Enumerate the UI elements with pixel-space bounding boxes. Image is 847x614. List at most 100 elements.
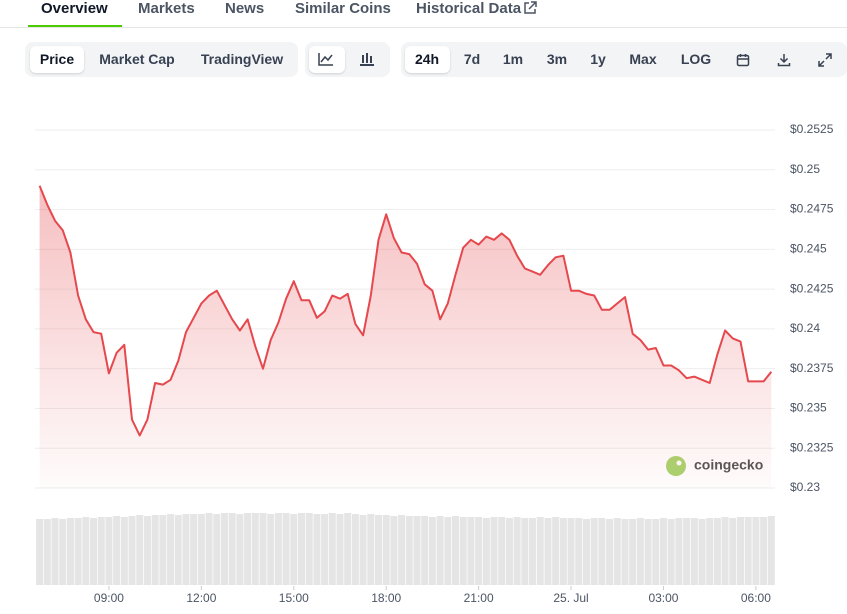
- calendar-icon[interactable]: [736, 53, 750, 67]
- fullscreen-icon[interactable]: [818, 53, 832, 67]
- tab[interactable]: Overview: [41, 0, 108, 17]
- range-button[interactable]: Max: [629, 51, 657, 67]
- volume-bar: [59, 519, 67, 585]
- active-pill: [405, 46, 450, 73]
- volume-bar: [428, 517, 436, 585]
- y-tick-label: $0.24: [790, 321, 820, 335]
- volume-bar: [452, 516, 460, 585]
- range-button[interactable]: 1m: [502, 51, 524, 67]
- price-line: [38, 185, 773, 437]
- volume-bar: [475, 517, 483, 585]
- volume-bar: [174, 515, 182, 585]
- x-tick-label: 09:00: [94, 591, 124, 605]
- range-group: [401, 42, 847, 77]
- volume-bar: [482, 518, 490, 585]
- volume-bar: [567, 518, 575, 585]
- area-fill: [39, 185, 772, 488]
- volume-bar: [205, 513, 213, 585]
- external-link-icon: [524, 1, 537, 14]
- volume-bar: [190, 514, 198, 585]
- tab[interactable]: Similar Coins: [295, 0, 391, 17]
- volume-bar: [244, 513, 252, 585]
- volume-bar: [675, 518, 683, 585]
- volume-bar: [467, 517, 475, 585]
- volume-bar: [213, 514, 221, 585]
- volume-bar: [405, 516, 413, 585]
- volume-bar: [644, 519, 652, 585]
- tab[interactable]: News: [225, 0, 265, 17]
- download-icon[interactable]: [777, 53, 791, 67]
- volume-bar: [559, 518, 567, 585]
- volume-bar: [582, 519, 590, 585]
- y-tick-label: $0.2375: [790, 361, 834, 375]
- volume-bar: [606, 519, 614, 585]
- volume-bar: [713, 518, 721, 585]
- volume-bar: [159, 515, 167, 585]
- volume-bar: [236, 514, 244, 585]
- log-button[interactable]: LOG: [680, 51, 712, 67]
- volume-bar: [706, 518, 714, 585]
- volume-bar: [220, 513, 228, 585]
- x-tick-label: 15:00: [279, 591, 309, 605]
- x-tick-label: 21:00: [464, 591, 494, 605]
- volume-bar: [359, 515, 367, 585]
- range-button[interactable]: 24h: [414, 51, 440, 67]
- x-tick-label: 12:00: [186, 591, 216, 605]
- volume-bar: [736, 517, 744, 585]
- tab[interactable]: Markets: [138, 0, 195, 17]
- volume-bar: [698, 519, 706, 585]
- volume-bar: [128, 516, 136, 585]
- volume-bar: [375, 515, 383, 585]
- volume-bar: [752, 517, 760, 585]
- volume-bar: [498, 517, 506, 585]
- volume-bar: [575, 518, 583, 585]
- volume-bar: [336, 514, 344, 585]
- volume-bar: [113, 516, 121, 585]
- y-tick-label: $0.2475: [790, 202, 834, 216]
- line-chart-icon[interactable]: [318, 52, 334, 66]
- volume-bar: [521, 518, 529, 585]
- volume-bar: [267, 514, 275, 585]
- volume-bar: [344, 513, 352, 585]
- volume-bar: [721, 517, 729, 585]
- volume-bar: [197, 514, 205, 585]
- x-tick-label: 06:00: [741, 591, 771, 605]
- volume-bar: [760, 517, 768, 585]
- volume-bar: [613, 518, 621, 585]
- volume-bar: [143, 516, 151, 585]
- volume-bar: [321, 514, 329, 585]
- candle-chart-icon[interactable]: [359, 52, 375, 66]
- y-tick-label: $0.2425: [790, 281, 834, 295]
- volume-bar: [228, 513, 236, 585]
- volume-bar: [629, 519, 637, 585]
- volume-bar: [182, 514, 190, 585]
- volume-bar: [690, 518, 698, 585]
- volume-bar: [683, 518, 691, 585]
- range-button[interactable]: 3m: [546, 51, 568, 67]
- range-button[interactable]: 1y: [590, 51, 606, 67]
- volume-bar: [390, 516, 398, 585]
- range-button[interactable]: 7d: [463, 51, 481, 67]
- tab[interactable]: Historical Data: [416, 0, 522, 17]
- volume-bar: [652, 519, 660, 585]
- volume-bar: [82, 517, 90, 585]
- volume-bar: [105, 517, 113, 585]
- x-tick-label: 03:00: [648, 591, 678, 605]
- view-button[interactable]: TradingView: [200, 51, 284, 67]
- volume-bar: [667, 519, 675, 585]
- volume-bar: [282, 513, 290, 585]
- volume-bar: [729, 518, 737, 585]
- y-tick-label: $0.25: [790, 162, 820, 176]
- view-button[interactable]: Price: [39, 51, 75, 67]
- volume-bar: [274, 513, 282, 585]
- volume-bar: [436, 516, 444, 585]
- volume-bar: [259, 513, 267, 585]
- volume-bar: [598, 518, 606, 585]
- volume-bar: [74, 518, 82, 585]
- divider: [0, 27, 847, 28]
- volume-bar: [251, 513, 259, 585]
- volume-bar: [297, 513, 305, 585]
- view-button[interactable]: Market Cap: [99, 51, 175, 67]
- volume-bar: [136, 515, 144, 585]
